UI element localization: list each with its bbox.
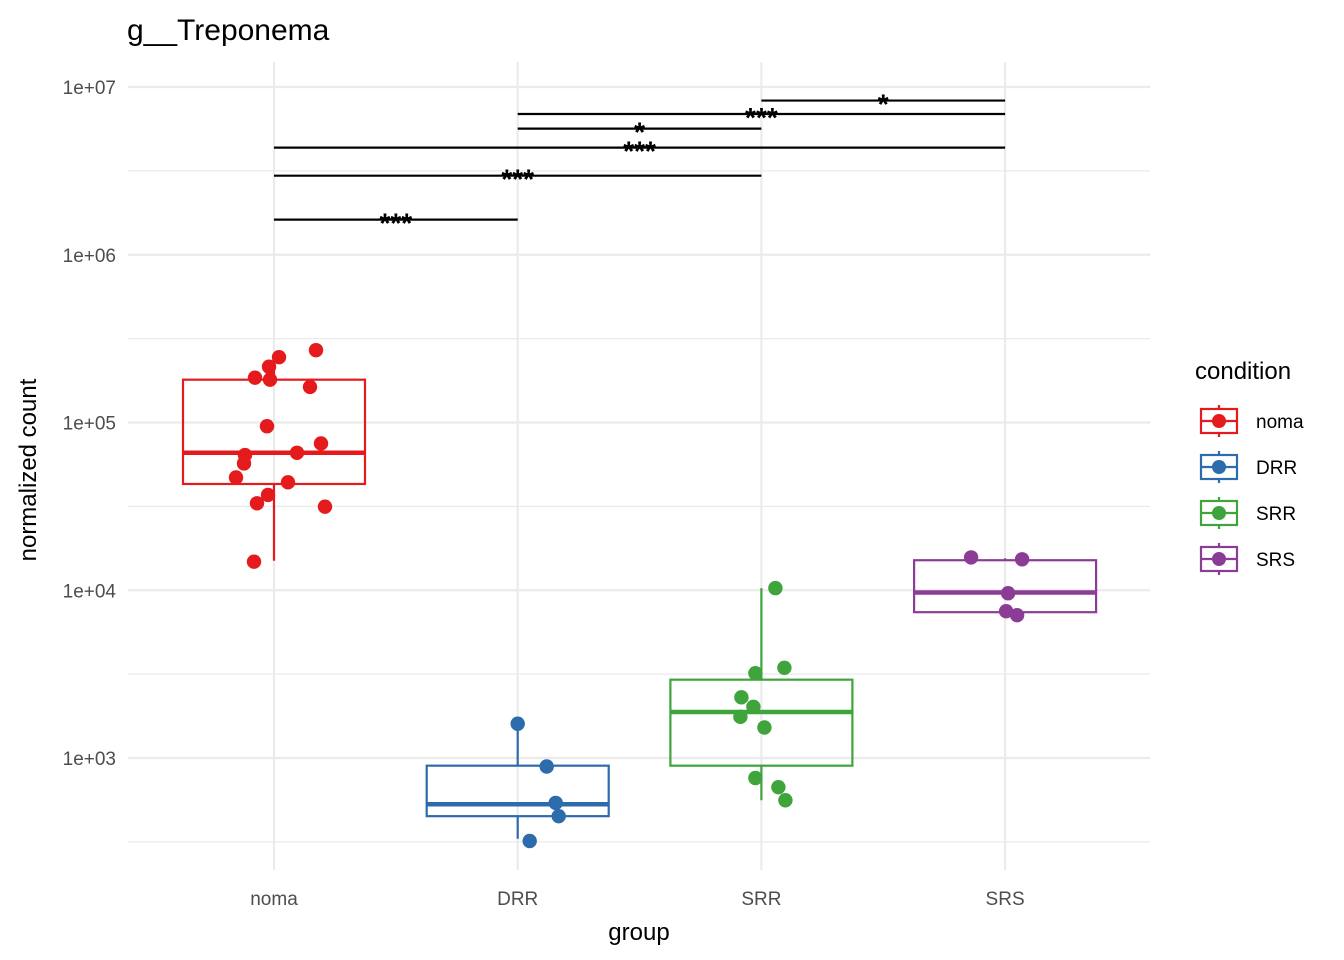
- data-point: [748, 666, 763, 681]
- legend: noma DRR SRR SRS: [1199, 405, 1304, 575]
- legend-item-DRR: DRR: [1199, 451, 1297, 483]
- y-tick-label: 1e+03: [63, 749, 116, 770]
- data-point: [771, 779, 786, 795]
- y-axis-ticks: 1e+03 1e+04 1e+05 1e+06 1e+07: [63, 78, 117, 770]
- y-tick-label: 1e+06: [63, 246, 116, 267]
- significance-label: ***: [745, 102, 778, 133]
- data-point: [768, 580, 783, 596]
- data-point: [1014, 552, 1030, 567]
- data-point: [236, 456, 252, 471]
- box-DRR: [425, 716, 610, 849]
- data-point: [998, 604, 1014, 619]
- legend-label: DRR: [1256, 458, 1297, 479]
- significance-label: ***: [379, 208, 412, 239]
- legend-item-SRR: SRR: [1199, 497, 1296, 529]
- legend-key-point: [1212, 552, 1226, 566]
- legend-item-SRS: SRS: [1199, 543, 1295, 575]
- legend-key-point: [1212, 460, 1226, 474]
- y-axis-title: normalized count: [15, 378, 42, 561]
- legend-label: SRR: [1256, 504, 1296, 525]
- x-axis-title: group: [608, 919, 669, 946]
- data-point: [746, 699, 761, 714]
- significance-brackets: ********** *** *: [274, 89, 1006, 239]
- data-point: [262, 372, 278, 387]
- data-point: [548, 795, 563, 811]
- box-noma: [181, 342, 367, 569]
- data-point: [259, 419, 275, 434]
- y-tick-label: 1e+07: [63, 78, 116, 99]
- data-point: [748, 770, 763, 786]
- significance-label: *: [878, 89, 889, 120]
- y-tick-label: 1e+04: [63, 581, 117, 602]
- data-point: [778, 793, 793, 808]
- data-point: [522, 833, 537, 849]
- data-point: [539, 759, 554, 774]
- legend-item-noma: noma: [1199, 405, 1304, 437]
- data-point: [289, 445, 305, 460]
- legend-label: SRS: [1256, 550, 1295, 571]
- legend-label: noma: [1256, 412, 1304, 433]
- data-point: [260, 487, 276, 503]
- data-point: [734, 690, 749, 705]
- significance-label: ***: [501, 164, 534, 195]
- data-point: [308, 342, 324, 358]
- data-point: [551, 808, 566, 824]
- boxes: [181, 342, 1098, 849]
- x-axis-ticks: noma DRR SRR SRS: [250, 889, 1024, 910]
- data-point: [1000, 586, 1016, 601]
- data-point: [249, 496, 265, 511]
- box-SRR: [669, 580, 854, 808]
- legend-key-point: [1212, 414, 1226, 428]
- data-point: [228, 470, 244, 485]
- data-point: [261, 359, 277, 374]
- data-point: [757, 720, 772, 735]
- x-tick-label: noma: [250, 889, 298, 910]
- data-point: [302, 379, 318, 395]
- x-tick-label: DRR: [497, 889, 538, 910]
- box-iqr: [425, 764, 610, 818]
- significance-label: ***: [623, 136, 656, 167]
- data-point: [317, 499, 333, 514]
- data-point: [246, 554, 262, 569]
- x-tick-label: SRR: [741, 889, 781, 910]
- data-point: [1009, 608, 1025, 623]
- data-point: [510, 716, 525, 731]
- x-tick-label: SRS: [986, 889, 1025, 910]
- y-tick-label: 1e+05: [63, 414, 116, 435]
- data-point: [271, 350, 287, 365]
- significance-label: *: [634, 117, 645, 148]
- data-point: [247, 370, 263, 385]
- chart-title: g__Treponema: [127, 14, 330, 47]
- grid: [128, 62, 1150, 870]
- box-SRS: [912, 550, 1098, 623]
- data-point: [963, 550, 979, 565]
- data-point: [280, 475, 296, 490]
- legend-title: condition: [1195, 358, 1291, 385]
- box-iqr: [669, 678, 854, 767]
- data-point: [777, 660, 792, 675]
- data-point: [313, 436, 329, 451]
- legend-key-point: [1212, 506, 1226, 520]
- data-point: [733, 709, 748, 725]
